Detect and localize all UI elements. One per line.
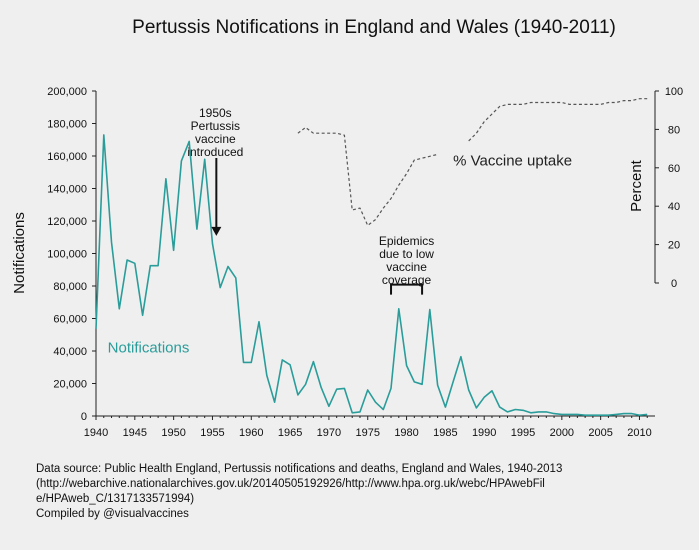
y-tick-label: 180,000 (47, 119, 87, 131)
annotation-layer: 1950sPertussisvaccineintroducedEpidemics… (108, 106, 572, 356)
vaccine-uptake-line (468, 98, 648, 142)
vaccine-intro-annotation-line: introduced (187, 145, 243, 159)
x-tick-label: 1965 (278, 427, 302, 439)
y2-axis-label: Percent (628, 159, 645, 212)
y2-tick-label: 100 (665, 86, 683, 98)
x-tick-label: 1975 (355, 427, 379, 439)
y2-tick-label: 20 (668, 240, 680, 252)
x-tick-label: 1970 (317, 427, 341, 439)
x-tick-label: 1945 (123, 427, 147, 439)
vaccine-uptake-label: % Vaccine uptake (453, 152, 572, 169)
y2-tick-label: 40 (668, 201, 680, 213)
caption-source: Data source: Public Health England, Pert… (36, 463, 563, 475)
x-tick-label: 2000 (550, 427, 574, 439)
x-tick-label: 1990 (472, 427, 496, 439)
y-tick-label: 140,000 (47, 184, 87, 196)
y-tick-label: 40,000 (53, 346, 87, 358)
x-tick-label: 1950 (161, 427, 185, 439)
y-axis-left: 0 20,000 40,000 60,000 80,000 100,000 120,000 1… (47, 86, 97, 423)
vaccine-intro-annotation-line: 1950s (199, 106, 232, 120)
vaccine-intro-arrowhead (211, 226, 222, 236)
vaccine-uptake-line (297, 126, 438, 226)
y-tick-label: 80,000 (53, 281, 87, 293)
y-tick-label: 120,000 (47, 216, 87, 228)
vaccine-intro-annotation-line: vaccine (195, 132, 236, 146)
x-tick-label: 1985 (433, 427, 457, 439)
chart-title: Pertussis Notifications in England and W… (132, 17, 616, 38)
y-axis-right: 0 20 40 60 80 100 (654, 86, 683, 290)
y-tick-label: 60,000 (53, 314, 87, 326)
epidemics-annotation-line: Epidemics (379, 234, 434, 248)
y-tick-label: 0 (81, 411, 87, 423)
notifications-line (95, 134, 648, 416)
y-axis-label: Notifications (11, 212, 28, 294)
x-tick-label: 2005 (588, 427, 612, 439)
y-tick-label: 100,000 (47, 249, 87, 261)
vaccine-intro-annotation-line: Pertussis (191, 119, 240, 133)
x-tick-label: 1960 (239, 427, 263, 439)
y2-tick-label: 0 (671, 278, 677, 290)
x-tick-label: 1955 (200, 427, 224, 439)
caption-url: (http://webarchive.nationalarchives.gov.… (36, 478, 545, 490)
x-tick-label: 1940 (84, 427, 108, 439)
data-source-caption: Data source: Public Health England, Pert… (36, 462, 686, 522)
y-tick-label: 20,000 (53, 379, 87, 391)
y-tick-label: 160,000 (47, 151, 87, 163)
x-tick-label: 2010 (627, 427, 651, 439)
y2-tick-label: 80 (668, 124, 680, 136)
epidemics-annotation-line: coverage (382, 273, 432, 287)
x-tick-label: 1980 (394, 427, 418, 439)
epidemics-bracket (390, 283, 424, 295)
epidemics-annotation-line: vaccine (386, 260, 427, 274)
y-tick-label: 200,000 (47, 86, 87, 98)
epidemics-annotation-line: due to low (379, 247, 434, 261)
x-axis: 1940 1945 1950 1955 1960 1965 1970 1975 1980 1985… (84, 415, 655, 439)
y2-tick-label: 60 (668, 163, 680, 175)
notifications-label: Notifications (108, 339, 190, 356)
caption-credit: Compiled by @visualvaccines (36, 508, 189, 520)
pertussis-chart: Pertussis Notifications in England and W… (11, 17, 683, 439)
caption-url-continued: e/HPAweb_C/1317133571994) (36, 493, 195, 505)
x-tick-label: 1995 (511, 427, 535, 439)
series-layer (95, 98, 648, 416)
